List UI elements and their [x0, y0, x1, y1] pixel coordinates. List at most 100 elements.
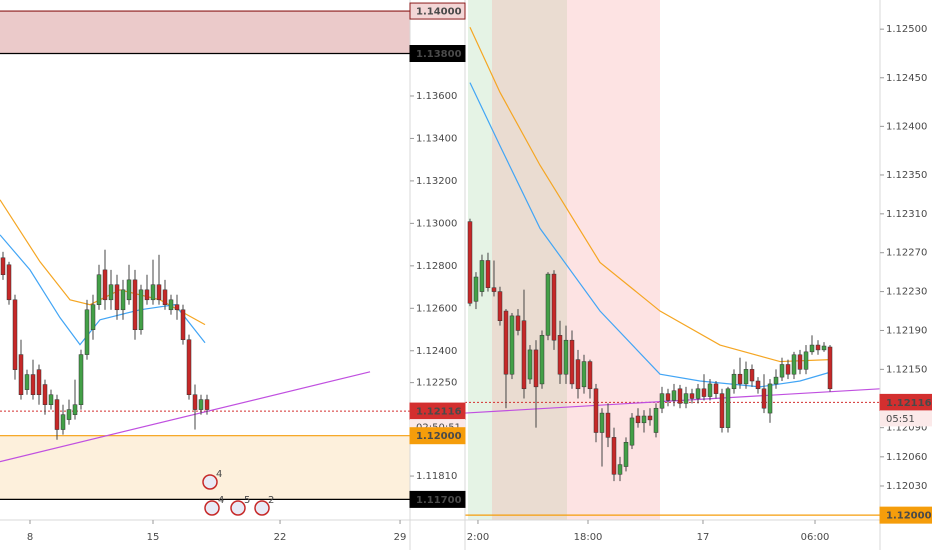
candle-body [593, 388, 599, 433]
candle-body [779, 364, 785, 378]
event-icon [202, 474, 218, 490]
candle-body [126, 279, 132, 301]
candle-body [192, 394, 198, 410]
candle-body [785, 364, 791, 375]
x-tick-label: 29 [394, 532, 407, 543]
candle-body [581, 361, 587, 388]
candle-body [755, 380, 761, 390]
candle-body [491, 287, 497, 292]
x-tick-label: 17 [697, 532, 710, 543]
left-plot: 4 4 5 2 [0, 10, 410, 516]
candle-body [497, 291, 503, 321]
zone [0, 11, 410, 54]
candle-body [162, 289, 168, 305]
price-label-box [409, 2, 466, 20]
candle-body [683, 393, 689, 404]
candle-body [467, 221, 473, 304]
candle-body [563, 339, 569, 375]
candle-body [635, 415, 641, 424]
candle-body [797, 354, 803, 370]
y-tick-label: 1.13400 [416, 133, 457, 144]
y-tick-label: 1.12800 [416, 261, 457, 272]
candle-body [84, 309, 90, 355]
candle-body [527, 349, 533, 380]
y-tick-label: 1.12090 [886, 423, 927, 434]
candle-body [737, 373, 743, 385]
candle-body [551, 273, 557, 341]
price-label: 1.12116 [886, 398, 932, 409]
y-tick-label: 1.12150 [886, 364, 927, 375]
candle-body [605, 412, 611, 438]
candle-body [473, 276, 479, 302]
candle-body [138, 289, 144, 331]
candle-body [743, 369, 749, 385]
event-icon [204, 500, 220, 516]
candle-body [521, 320, 527, 390]
candle-body [174, 304, 180, 311]
x-tick-label: 06:00 [801, 532, 830, 543]
price-label: 1.12116 [416, 407, 462, 418]
candle-body [821, 345, 827, 351]
candle-body [587, 361, 593, 390]
x-tick-label: 18:00 [574, 532, 603, 543]
countdown: 05:51 [886, 414, 915, 425]
candle-body [611, 437, 617, 475]
x-tick-label: 22 [274, 532, 287, 543]
candle-body [96, 274, 102, 305]
candle-body [533, 349, 539, 388]
candle-body [677, 388, 683, 404]
candle-body [18, 354, 24, 395]
candle-body [629, 417, 635, 446]
zone [0, 435, 410, 500]
event-count: 4 [216, 469, 222, 480]
candle-body [707, 383, 713, 397]
y-tick-label: 1.12250 [416, 378, 457, 389]
candle-body [599, 412, 605, 433]
indicator-line [469, 26, 831, 363]
candle-body [515, 315, 521, 331]
candle-body [827, 346, 833, 390]
event-count: 4 [218, 495, 224, 506]
candle-body [12, 299, 18, 370]
candle-body [42, 384, 48, 405]
candle-body [144, 289, 150, 301]
price-label: 1.12000 [886, 511, 932, 522]
candle-body [749, 369, 755, 382]
candle-body [623, 441, 629, 467]
candle-body [689, 393, 695, 399]
price-label: 1.12000 [416, 431, 462, 442]
price-label-box [409, 427, 466, 445]
price-label: 1.14000 [416, 7, 462, 18]
candle-body [485, 260, 491, 288]
candle-body [66, 409, 72, 420]
y-tick-label: 1.12190 [886, 325, 927, 336]
right-plot [465, 0, 880, 520]
candle-body [90, 304, 96, 331]
price-label-box [879, 506, 932, 524]
candle-body [108, 284, 114, 301]
candle-body [569, 339, 575, 385]
candle-body [198, 399, 204, 410]
y-tick-label: 1.12060 [886, 452, 927, 463]
candle-body [653, 407, 659, 433]
candle-body [701, 388, 707, 397]
event-count: 2 [268, 495, 274, 506]
y-tick-label: 1.12270 [886, 248, 927, 259]
y-tick-label: 1.12030 [886, 481, 927, 492]
candle-body [539, 335, 545, 385]
candle-body [78, 354, 84, 405]
candle-body [809, 344, 815, 353]
candle-body [168, 299, 174, 311]
candle-body [725, 388, 731, 428]
x-tick-label: 2:00 [467, 532, 489, 543]
candle-body [659, 393, 665, 409]
candle-body [102, 269, 108, 301]
y-tick-label: 1.11810 [416, 471, 457, 482]
y-tick-label: 1.12600 [416, 303, 457, 314]
x-tick-label: 15 [147, 532, 160, 543]
candle-body [647, 415, 653, 421]
candle-body [114, 284, 120, 311]
candle-body [719, 393, 725, 428]
